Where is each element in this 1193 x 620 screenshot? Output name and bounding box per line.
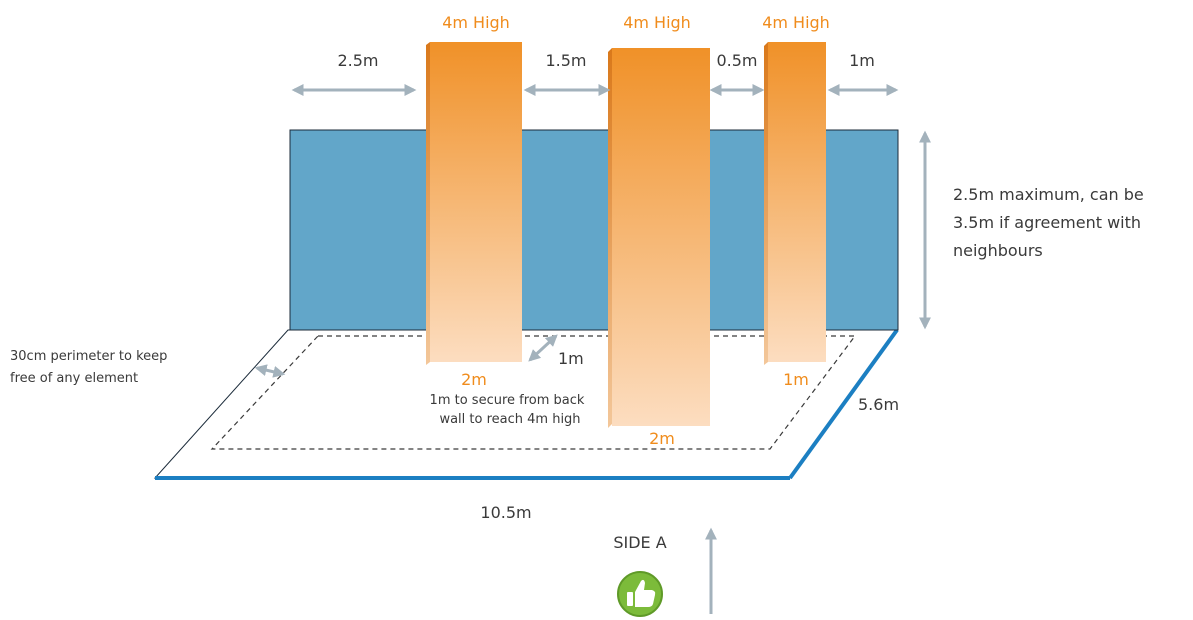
wall-height-note-line-1: 2.5m maximum, can be [953,185,1144,204]
column-1-width-label: 2m [461,370,487,389]
right-gap-label: 1m [849,51,875,70]
floor-depth-label: 5.6m [858,395,899,414]
back-wall-distance-arrow [528,334,558,362]
column-2-height-label: 4m High [623,13,691,32]
gap-1-2-label: 1.5m [545,51,586,70]
gap-2-3-label: 0.5m [716,51,757,70]
left-gap-label: 2.5m [337,51,378,70]
side-a-label: SIDE A [613,533,666,552]
column-2 [608,48,710,428]
wall-height-note-line-2: 3.5m if agreement with [953,213,1141,232]
perimeter-note-line-1: 30cm perimeter to keep [10,349,167,364]
secure-note-line-1: 1m to secure from back [430,393,585,408]
floor-right-edge [788,328,899,480]
column-3 [764,42,826,365]
perimeter-line [210,335,857,450]
column-1-height-label: 4m High [442,13,510,32]
thumbs-up-icon [617,571,663,617]
column-1 [426,42,522,365]
secure-note-line-2: wall to reach 4m high [439,412,580,427]
column-3-width-label: 1m [783,370,809,389]
floor-width-label: 10.5m [480,503,531,522]
perimeter-note-line-2: free of any element [10,371,138,386]
wall-height-note-line-3: neighbours [953,241,1043,260]
perimeter-arrow [254,364,286,378]
column-2-width-label: 2m [649,429,675,448]
floor [153,328,899,480]
back-wall-distance-label: 1m [558,349,584,368]
column-3-height-label: 4m High [762,13,830,32]
